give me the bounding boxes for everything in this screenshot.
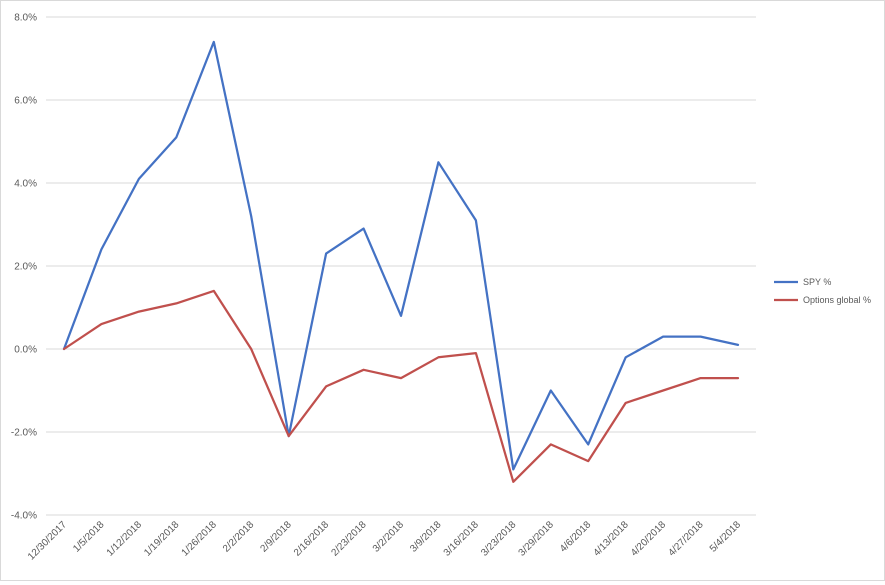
x-tick-label: 3/9/2018 xyxy=(408,519,444,555)
y-tick-label: 0.0% xyxy=(14,345,37,356)
y-tick-label: 6.0% xyxy=(14,96,37,107)
y-tick-label: -2.0% xyxy=(11,428,37,439)
x-tick-label: 12/30/2017 xyxy=(26,519,69,562)
x-tick-label: 2/16/2018 xyxy=(292,519,332,559)
x-tick-label: 2/2/2018 xyxy=(221,519,257,555)
gridlines xyxy=(46,16,756,516)
y-tick-label: 8.0% xyxy=(14,13,37,24)
legend-label: SPY % xyxy=(803,277,831,287)
x-tick-label: 1/5/2018 xyxy=(71,519,107,555)
x-tick-label: 3/23/2018 xyxy=(479,519,519,559)
series-line-1 xyxy=(62,40,740,471)
x-tick-label: 3/16/2018 xyxy=(442,519,482,559)
x-tick-label: 4/6/2018 xyxy=(558,519,594,555)
x-tick-label: 4/20/2018 xyxy=(629,519,669,559)
x-tick-label: 5/4/2018 xyxy=(708,519,744,555)
legend: SPY % Options global % xyxy=(774,277,871,305)
y-tick-label: 2.0% xyxy=(14,262,37,273)
x-tick-label: 1/19/2018 xyxy=(142,519,182,559)
x-tick-label: 2/9/2018 xyxy=(258,519,294,555)
x-tick-label: 2/23/2018 xyxy=(329,519,369,559)
legend-label: Options global % xyxy=(803,295,871,305)
x-tick-label: 3/2/2018 xyxy=(371,519,407,555)
x-tick-label: 4/27/2018 xyxy=(666,519,706,559)
y-tick-label: 4.0% xyxy=(14,179,37,190)
y-axis-tick-labels: -4.0% -2.0% 0.0% 2.0% 4.0% 6.0% 8.0% xyxy=(11,13,37,522)
series-line-2 xyxy=(62,289,740,483)
x-tick-label: 4/13/2018 xyxy=(592,519,632,559)
series-lines xyxy=(62,40,740,483)
x-tick-label: 3/29/2018 xyxy=(517,519,557,559)
x-tick-label: 1/12/2018 xyxy=(105,519,145,559)
x-tick-label: 1/26/2018 xyxy=(180,519,220,559)
y-tick-label: -4.0% xyxy=(11,511,37,522)
x-axis-tick-labels: 12/30/2017 1/5/20181/12/20181/19/20181/26… xyxy=(26,519,743,562)
